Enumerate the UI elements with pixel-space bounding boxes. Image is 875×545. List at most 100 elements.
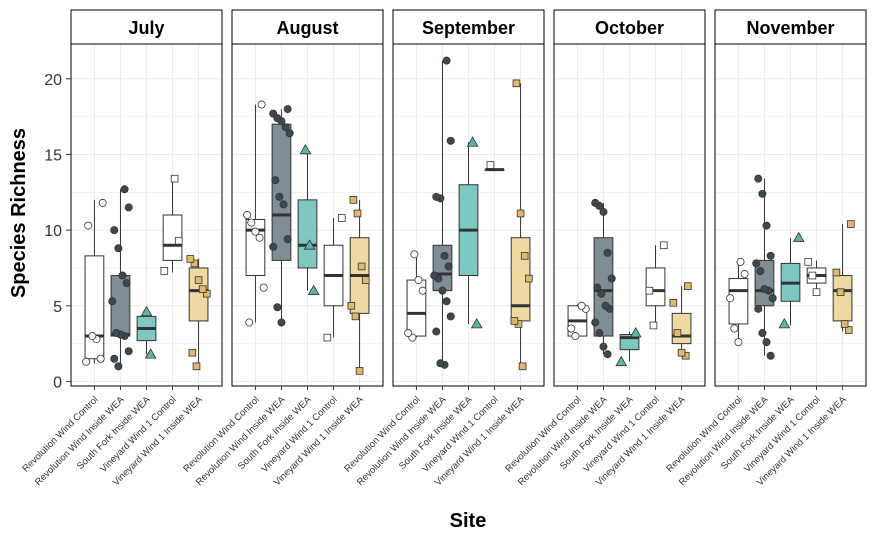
facet-title: July bbox=[128, 18, 164, 38]
data-point bbox=[442, 297, 451, 306]
data-point bbox=[144, 348, 157, 359]
data-point bbox=[740, 270, 749, 279]
data-point bbox=[414, 276, 423, 285]
data-point bbox=[243, 210, 252, 219]
data-point bbox=[349, 196, 358, 204]
data-point bbox=[160, 267, 169, 275]
data-point bbox=[299, 143, 312, 155]
data-point bbox=[593, 283, 602, 292]
data-point bbox=[629, 327, 642, 338]
data-point bbox=[766, 351, 775, 360]
data-point bbox=[277, 318, 286, 327]
data-point bbox=[844, 326, 853, 334]
data-point bbox=[269, 109, 278, 118]
facet-strip bbox=[714, 9, 867, 45]
data-point bbox=[599, 207, 608, 216]
data-point bbox=[110, 226, 119, 235]
data-point bbox=[82, 357, 91, 366]
data-point bbox=[198, 285, 207, 293]
data-point bbox=[84, 221, 93, 230]
data-point bbox=[760, 285, 769, 294]
data-point bbox=[247, 218, 256, 227]
data-point bbox=[357, 262, 366, 271]
data-point bbox=[520, 252, 529, 260]
data-point bbox=[669, 298, 678, 307]
y-tick-label: 10 bbox=[44, 223, 62, 240]
data-point bbox=[730, 324, 739, 333]
data-point bbox=[361, 276, 370, 284]
data-point bbox=[466, 136, 479, 147]
data-point bbox=[645, 286, 654, 295]
data-point bbox=[269, 242, 278, 251]
data-point bbox=[88, 332, 97, 341]
data-point bbox=[601, 301, 610, 310]
data-point bbox=[577, 301, 586, 310]
data-point bbox=[607, 274, 616, 283]
data-point bbox=[337, 214, 346, 222]
data-point bbox=[768, 294, 777, 303]
facet-strip bbox=[553, 9, 706, 45]
data-point bbox=[279, 200, 288, 209]
data-point bbox=[808, 271, 817, 280]
data-point bbox=[257, 100, 266, 109]
y-tick-label: 15 bbox=[44, 147, 62, 164]
data-point bbox=[259, 283, 268, 292]
data-point bbox=[659, 241, 668, 250]
data-point bbox=[446, 312, 455, 321]
data-point bbox=[832, 268, 841, 277]
data-point bbox=[766, 251, 775, 260]
data-point bbox=[432, 192, 441, 201]
data-point bbox=[615, 355, 628, 367]
data-point bbox=[351, 312, 360, 321]
data-point bbox=[353, 209, 362, 218]
data-point bbox=[597, 289, 606, 298]
data-point bbox=[603, 248, 612, 257]
data-point bbox=[734, 338, 743, 347]
box bbox=[84, 255, 105, 360]
data-point bbox=[108, 297, 117, 306]
facet-title: November bbox=[746, 18, 834, 38]
data-point bbox=[804, 258, 813, 266]
data-point bbox=[192, 362, 201, 371]
data-point bbox=[518, 362, 527, 371]
data-point bbox=[599, 342, 608, 351]
data-point bbox=[303, 239, 316, 250]
data-point bbox=[840, 320, 849, 328]
data-point bbox=[245, 318, 254, 327]
data-point bbox=[190, 259, 199, 268]
data-point bbox=[120, 185, 129, 194]
data-point bbox=[323, 333, 332, 342]
data-point bbox=[812, 288, 821, 296]
data-point bbox=[516, 209, 525, 218]
facet-title: October bbox=[595, 18, 664, 38]
data-point bbox=[836, 288, 845, 296]
data-point bbox=[758, 329, 767, 338]
data-point bbox=[591, 198, 600, 207]
data-point bbox=[140, 305, 153, 317]
data-point bbox=[756, 266, 765, 275]
data-point bbox=[754, 304, 763, 313]
facet-strip bbox=[70, 9, 223, 45]
data-point bbox=[571, 332, 580, 341]
data-point bbox=[410, 250, 419, 259]
data-point bbox=[440, 251, 449, 260]
data-point bbox=[112, 329, 121, 338]
data-point bbox=[98, 198, 107, 207]
data-point bbox=[595, 329, 604, 338]
data-point bbox=[307, 284, 320, 295]
y-tick-label: 20 bbox=[44, 72, 62, 89]
data-point bbox=[188, 348, 197, 357]
data-point bbox=[122, 279, 131, 288]
box bbox=[297, 199, 318, 269]
facet-strip bbox=[231, 9, 384, 45]
data-point bbox=[762, 221, 771, 230]
data-point bbox=[510, 317, 519, 325]
data-point bbox=[174, 236, 183, 245]
data-point bbox=[281, 123, 290, 132]
y-tick-label: 5 bbox=[53, 299, 62, 316]
data-point bbox=[118, 271, 127, 280]
data-point bbox=[683, 282, 692, 290]
data-point bbox=[758, 189, 767, 198]
data-point bbox=[275, 192, 284, 201]
